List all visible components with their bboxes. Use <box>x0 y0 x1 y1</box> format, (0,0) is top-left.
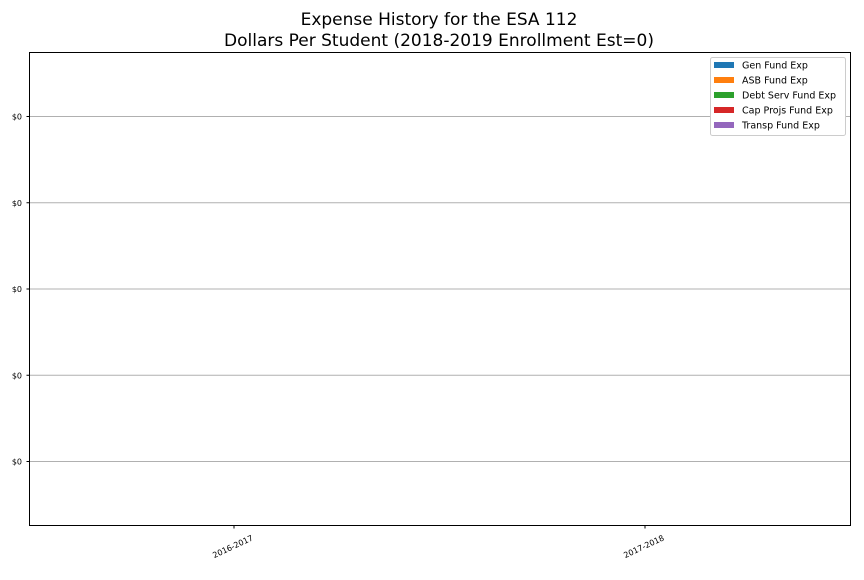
y-tick-label: $0 <box>12 113 22 122</box>
legend-label: Transp Fund Exp <box>741 121 820 132</box>
legend-swatch <box>714 77 734 83</box>
y-axis: $0 $0 $0 $0 $0 <box>12 113 30 467</box>
chart-subtitle: Dollars Per Student (2018-2019 Enrollmen… <box>224 31 654 51</box>
legend-box <box>710 57 846 136</box>
legend-swatch <box>714 62 734 68</box>
legend-swatch <box>714 122 734 128</box>
legend: Gen Fund Exp ASB Fund Exp Debt Serv Fund E… <box>710 57 846 136</box>
y-tick-label: $0 <box>12 371 22 380</box>
y-tick-label: $0 <box>12 199 22 208</box>
legend-label: Debt Serv Fund Exp <box>742 91 836 102</box>
legend-swatch <box>714 92 734 98</box>
y-tick-label: $0 <box>12 285 22 294</box>
chart-title: Expense History for the ESA 112 <box>301 10 578 30</box>
y-tick-label: $0 <box>12 458 22 467</box>
legend-label: Cap Projs Fund Exp <box>742 106 833 117</box>
legend-swatch <box>714 107 734 113</box>
legend-label: Gen Fund Exp <box>742 61 808 72</box>
legend-label: ASB Fund Exp <box>742 76 808 87</box>
